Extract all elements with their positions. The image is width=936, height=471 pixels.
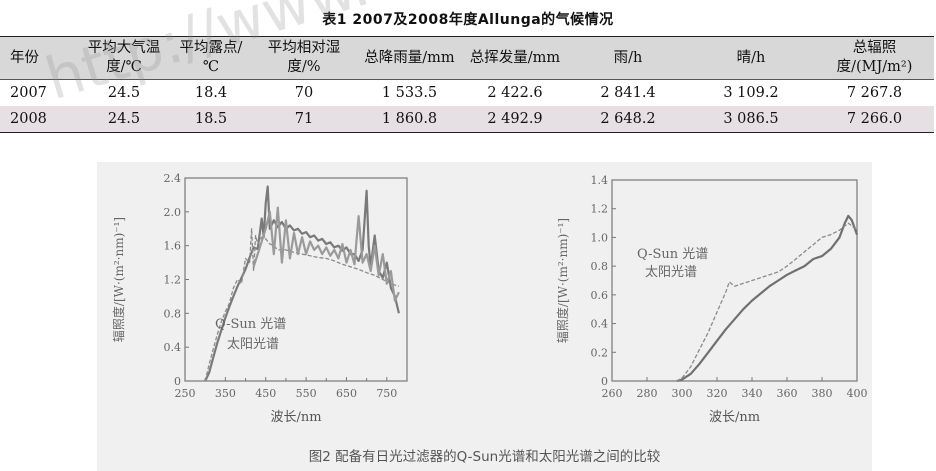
table-cell: 7 267.8 [846,85,903,101]
series-line [204,228,400,382]
figure-caption: 图2 配备有日光过滤器的Q-Sun光谱和太阳光谱之间的比较 [308,449,661,465]
table-cell: 2 492.9 [461,106,569,133]
header-rainfall: 总降雨量/mm [358,36,461,80]
x-tick-label: 360 [777,387,798,400]
x-tick-label: 750 [376,387,397,400]
table-cell: 2 841.4 [600,85,656,101]
x-tick-label: 550 [296,387,317,400]
x-tick-label: 380 [812,387,833,400]
chart-2: 260 280 300 320 340 360 380 400 0 0.2 0.4 0.6 0.8 1.0… [555,174,868,425]
y-tick-label: 0.8 [164,307,182,320]
y-tick-label: 1.2 [591,203,609,216]
figure-panel: 250 350 450 550 650 750 0 0.4 0.8 1.2 1.6 2.0 2.4 波长/… [97,162,872,471]
header-humidity: 平均相对湿度/% [250,36,358,80]
table-cell: 24.5 [76,106,172,133]
y-tick-label: 2.4 [164,172,182,185]
x-tick-label: 350 [215,387,236,400]
header-dew-point: 平均露点/℃ [172,36,250,80]
plot-frame [611,179,858,382]
header-rain-hours: 雨/h [569,36,687,80]
table-title: 表1 2007及2008年度Allunga的气候情况 [322,12,614,28]
x-tick-label: 320 [707,387,728,400]
table-row: 2008 24.5 18.5 71 1 860.8 2 492.9 2 648.… [0,106,934,133]
series-line [676,222,858,382]
y-tick-label: 2.0 [164,206,182,219]
x-tick-label: 450 [255,387,276,400]
y-axis-label: 辐照度/[W·(m²·nm)⁻¹] [111,217,126,342]
y-tick-label: 0 [174,375,181,388]
chart-1: 250 350 450 550 650 750 0 0.4 0.8 1.2 1.6 2.0 2.4 波长/… [111,172,408,425]
table-cell: 3 109.2 [723,85,779,101]
series-annotation: 太阳光谱 [645,265,697,280]
table-cell: 2 422.6 [487,85,543,101]
y-tick-label: 1.4 [591,174,609,187]
x-axis-label: 波长/nm [270,410,321,425]
y-tick-label: 0.4 [164,341,182,354]
table-cell: 1 860.8 [358,106,461,133]
header-avg-temp: 平均大气温度/℃ [76,36,172,80]
table-cell: 2008 [0,106,76,133]
climate-table: 年份 平均大气温度/℃ 平均露点/℃ 平均相对湿度/% 总降雨量/mm 总挥发量… [0,36,934,133]
header-irradiance: 总辐照度/(MJ/m²) [815,36,934,80]
y-tick-label: 0.2 [591,346,609,359]
table-cell: 18.5 [172,106,250,133]
table-cell: 18.4 [194,85,228,101]
x-tick-label: 650 [336,387,357,400]
y-tick-label: 0.4 [591,318,609,331]
table-cell: 2 648.2 [569,106,687,133]
series-line [252,206,400,302]
table-cell: 1 533.5 [381,85,438,101]
x-tick-label: 300 [672,387,693,400]
x-tick-label: 260 [602,387,623,400]
x-axis-label: 波长/nm [709,410,760,425]
table-cell: 7 266.0 [815,106,934,133]
table-cell: 2007 [10,85,47,101]
header-year: 年份 [0,36,76,80]
table-header-row: 年份 平均大气温度/℃ 平均露点/℃ 平均相对湿度/% 总降雨量/mm 总挥发量… [0,36,934,80]
header-evaporation: 总挥发量/mm [461,36,569,80]
series-annotation: Q-Sun 光谱 [637,247,708,262]
table-row: 2007 24.5 18.4 70 1 533.5 2 422.6 2 841.… [0,80,934,107]
y-tick-label: 0.8 [591,260,609,273]
table-cell: 70 [294,85,314,101]
series-line [676,214,859,383]
x-tick-label: 280 [637,387,658,400]
y-axis-label: 辐照度/[W·(m²·nm)⁻¹] [555,218,570,343]
x-tick-label: 400 [847,387,868,400]
header-sun-hours: 晴/h [687,36,815,80]
table-cell: 3 086.5 [687,106,815,133]
x-tick-label: 250 [175,387,196,400]
y-tick-label: 1.2 [164,274,182,287]
series-annotation: Q-Sun 光谱 [215,317,286,332]
y-tick-label: 1.6 [164,240,182,253]
table-cell: 24.5 [107,85,141,101]
table-cell: 71 [250,106,358,133]
x-tick-label: 340 [742,387,763,400]
y-tick-label: 1.0 [591,231,609,244]
spectrum-charts: 250 350 450 550 650 750 0 0.4 0.8 1.2 1.6 2.0 2.4 波长/… [111,172,868,425]
plot-frame [184,177,408,382]
y-tick-label: 0.6 [591,289,609,302]
y-tick-label: 0 [601,375,608,388]
series-annotation: 太阳光谱 [227,337,279,352]
